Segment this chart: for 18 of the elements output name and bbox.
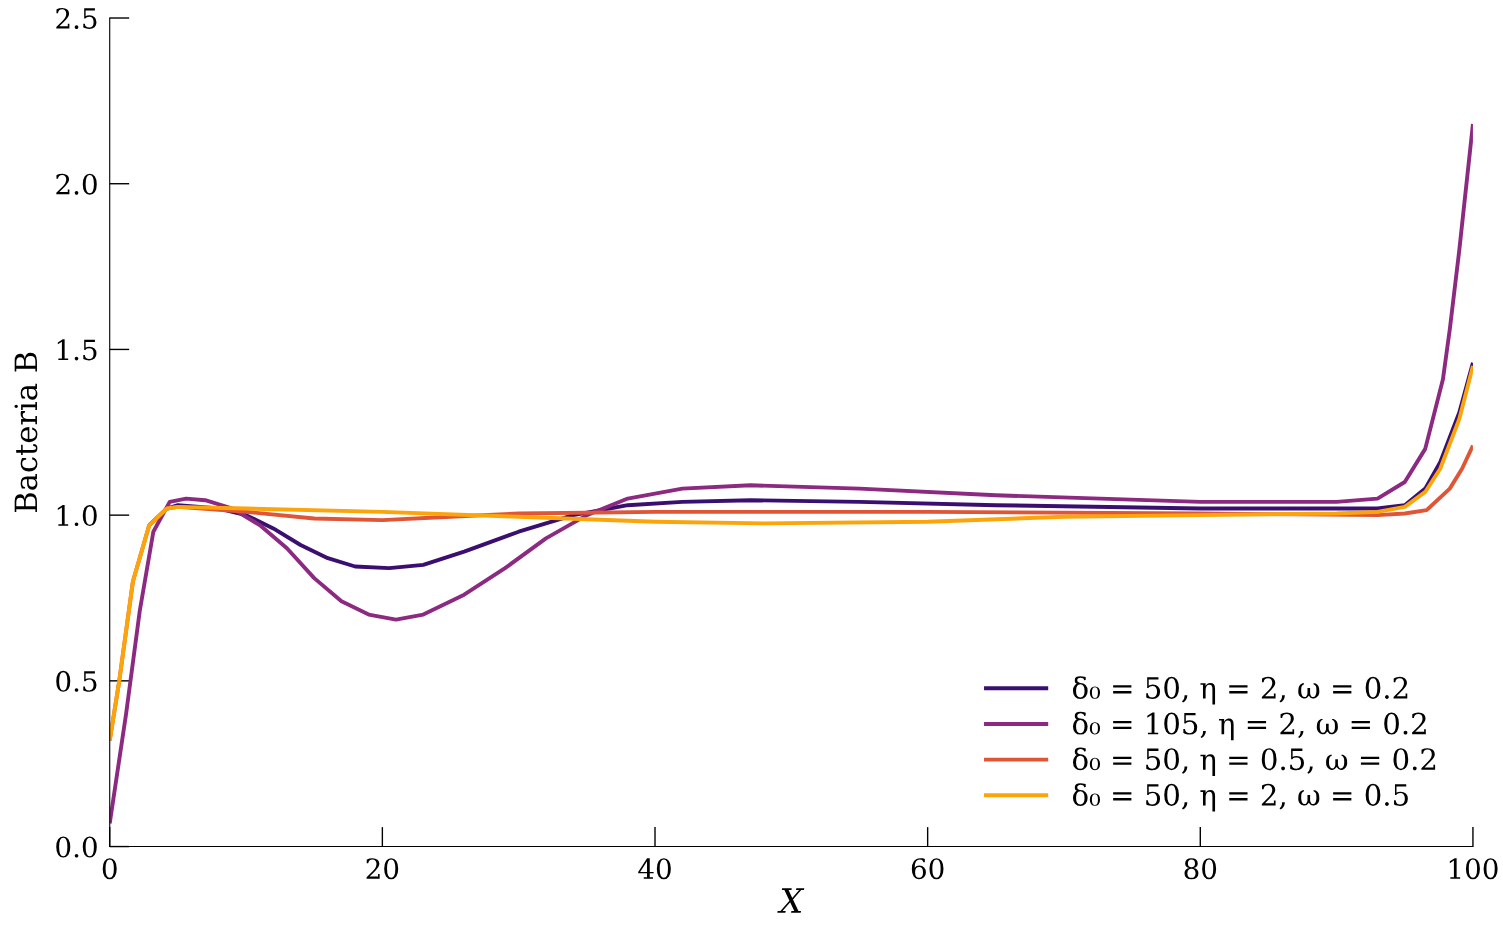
x-axis-title: X: [777, 888, 805, 913]
legend-label: δ₀ = 50, η = 2, ω = 0.2: [1072, 676, 1408, 705]
y-axis-title: Bacteria B: [14, 352, 38, 513]
y-tick-label: 0.5: [56, 670, 97, 692]
legend-label: δ₀ = 50, η = 0.5, ω = 0.2: [1072, 747, 1436, 776]
x-tick-label: 20: [366, 858, 399, 880]
legend-label: δ₀ = 105, η = 2, ω = 0.2: [1072, 711, 1426, 741]
x-tick-label: 40: [638, 858, 671, 880]
y-tick-label: 2.0: [56, 173, 97, 195]
x-tick-label: 60: [911, 858, 944, 880]
y-tick-label: 1.0: [57, 505, 97, 527]
legend-label: δ₀ = 50, η = 2, ω = 0.5: [1072, 783, 1408, 812]
x-tick-label: 100: [1449, 858, 1498, 880]
y-tick-label: 1.5: [57, 339, 97, 361]
y-tick-label: 2.5: [56, 7, 97, 29]
x-tick-label: 80: [1184, 858, 1217, 880]
y-tick-label: 0.0: [56, 836, 97, 858]
x-tick-label: 0: [102, 858, 117, 880]
